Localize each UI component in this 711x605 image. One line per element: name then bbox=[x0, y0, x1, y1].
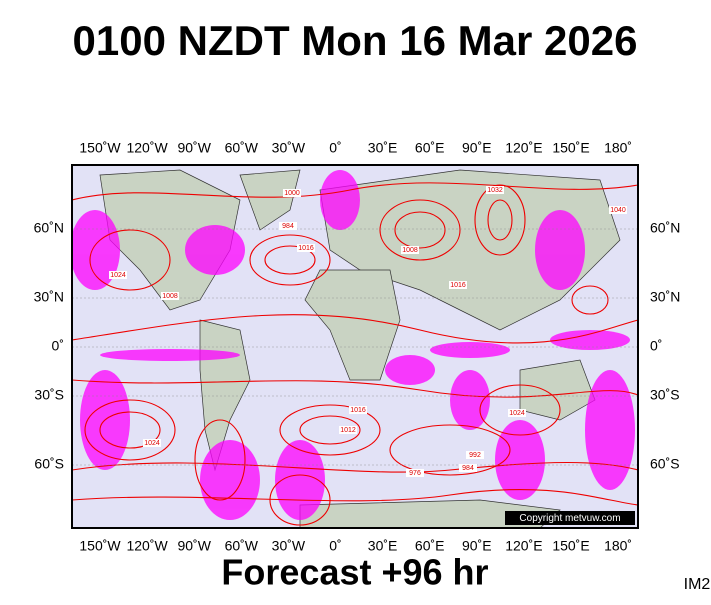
lon-label-top: 120˚E bbox=[505, 140, 542, 156]
isobar-label-bg bbox=[161, 292, 179, 300]
forecast-label: Forecast +96 hr bbox=[221, 552, 488, 593]
lon-label-top: 120˚W bbox=[126, 140, 168, 156]
isobar-label: 1024 bbox=[144, 440, 160, 447]
isobar-label: 984 bbox=[282, 223, 294, 230]
lat-label-right: 30˚N bbox=[650, 289, 680, 305]
copyright: Copyright metvuw.com bbox=[519, 513, 620, 524]
isobar-label: 1016 bbox=[350, 407, 366, 414]
isobar-label: 1032 bbox=[487, 187, 503, 194]
lat-label-right: 0˚ bbox=[650, 338, 662, 354]
isobar-label: 1000 bbox=[284, 190, 300, 197]
title: 0100 NZDT Mon 16 Mar 2026 bbox=[73, 17, 638, 64]
isobar-label: 1016 bbox=[450, 282, 466, 289]
isobar-label-bg bbox=[466, 451, 484, 459]
isobar-label-bg bbox=[508, 409, 526, 417]
isobar-label-bg bbox=[279, 222, 297, 230]
lon-label-bottom: 120˚E bbox=[505, 538, 542, 554]
lon-label-bottom: 30˚W bbox=[272, 538, 306, 554]
lon-label-bottom: 90˚W bbox=[177, 538, 211, 554]
lon-label-top: 30˚W bbox=[272, 140, 306, 156]
lon-label-top: 180˚ bbox=[604, 140, 632, 156]
isobar-label: 1024 bbox=[110, 272, 126, 279]
lon-label-bottom: 180˚ bbox=[604, 538, 632, 554]
isobar-label: 984 bbox=[462, 465, 474, 472]
lat-label-right: 60˚S bbox=[650, 456, 680, 472]
lon-label-bottom: 120˚W bbox=[126, 538, 168, 554]
lon-label-top: 60˚W bbox=[225, 140, 259, 156]
isobar-label-bg bbox=[609, 206, 627, 214]
lon-label-top: 90˚W bbox=[177, 140, 211, 156]
lon-label-bottom: 90˚E bbox=[462, 538, 492, 554]
isobar-label: 1008 bbox=[162, 293, 178, 300]
isobar-label-bg bbox=[406, 469, 424, 477]
map: 1000 984 1016 1024 1008 1032 1016 1024 1016 1008 9… bbox=[72, 165, 638, 528]
lon-label-top: 30˚E bbox=[368, 140, 398, 156]
lon-label-top: 150˚W bbox=[79, 140, 121, 156]
isobar-label: 1040 bbox=[610, 207, 626, 214]
lon-label-top: 90˚E bbox=[462, 140, 492, 156]
lon-label-bottom: 0˚ bbox=[329, 538, 341, 554]
isobar-label-bg bbox=[339, 426, 357, 434]
lon-label-bottom: 150˚E bbox=[552, 538, 589, 554]
lon-label-top: 0˚ bbox=[329, 140, 341, 156]
lon-label-top: 60˚E bbox=[415, 140, 445, 156]
lon-label-bottom: 60˚W bbox=[225, 538, 259, 554]
lat-label-left: 0˚ bbox=[52, 338, 64, 354]
lat-label-right: 60˚N bbox=[650, 220, 680, 236]
lat-label-left: 60˚S bbox=[34, 456, 64, 472]
lon-label-bottom: 150˚W bbox=[79, 538, 121, 554]
image-code: IM2 bbox=[684, 576, 711, 593]
isobar-label-bg bbox=[109, 271, 127, 279]
lon-label-bottom: 60˚E bbox=[415, 538, 445, 554]
lat-label-left: 30˚N bbox=[34, 289, 64, 305]
lon-label-bottom: 30˚E bbox=[368, 538, 398, 554]
lat-label-right: 30˚S bbox=[650, 387, 680, 403]
isobar-label-bg bbox=[459, 464, 477, 472]
isobar-label-bg bbox=[297, 244, 315, 252]
lon-label-top: 150˚E bbox=[552, 140, 589, 156]
isobar-label: 1008 bbox=[402, 247, 418, 254]
isobar-label: 1012 bbox=[340, 427, 356, 434]
isobar-label: 976 bbox=[409, 470, 421, 477]
isobar-label: 1016 bbox=[298, 245, 314, 252]
isobar-label-bg bbox=[143, 439, 161, 447]
isobar-label-bg bbox=[349, 406, 367, 414]
isobar-label: 1024 bbox=[509, 410, 525, 417]
lat-label-left: 30˚S bbox=[34, 387, 64, 403]
lat-label-left: 60˚N bbox=[34, 220, 64, 236]
isobar-label: 992 bbox=[469, 452, 481, 459]
isobar-label-bg bbox=[449, 281, 467, 289]
isobar-label-bg bbox=[283, 189, 301, 197]
isobar-label-bg bbox=[401, 246, 419, 254]
isobar-label-bg bbox=[486, 186, 504, 194]
